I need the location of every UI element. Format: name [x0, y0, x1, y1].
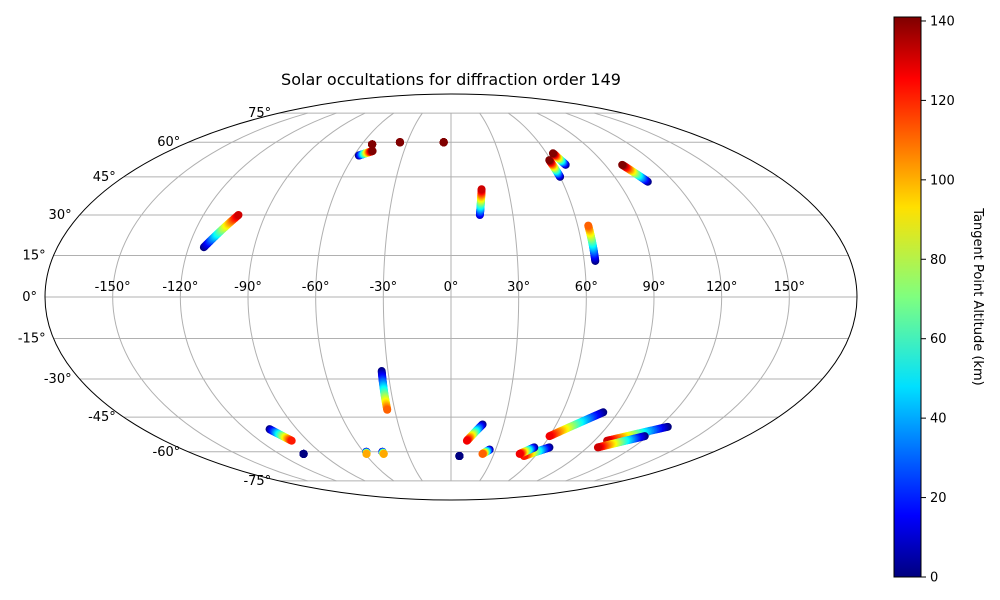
data-point [478, 449, 487, 458]
colorbar-tick-label: 140 [930, 14, 955, 29]
occultation-track [455, 452, 464, 461]
x-tick-label: -150° [95, 280, 131, 295]
x-tick-label: 90° [642, 280, 665, 295]
colorbar-tick-label: 120 [930, 94, 955, 109]
chart-title: Solar occultations for diffraction order… [281, 70, 621, 89]
data-point [455, 452, 464, 461]
y-tick-label: 15° [23, 248, 46, 263]
y-tick-label: -75° [243, 474, 271, 489]
colorbar-tick-label: 20 [930, 491, 947, 506]
x-tick-label: -120° [162, 280, 198, 295]
data-point [618, 160, 627, 169]
y-tick-label: -30° [44, 372, 72, 387]
data-point [545, 432, 554, 441]
y-tick-label: -60° [153, 445, 181, 460]
colorbar-label: Tangent Point Altitude (km) [970, 207, 985, 385]
data-point [383, 405, 392, 414]
data-point [477, 185, 486, 194]
colorbar-ticks: 0 20 40 60 80 100 120 140 [921, 14, 955, 586]
y-tick-label: -15° [18, 332, 46, 347]
occultation-track [593, 432, 649, 452]
data-point [584, 221, 593, 230]
colorbar-tick-label: 60 [930, 332, 947, 347]
y-tick-label: 30° [49, 208, 72, 223]
x-tick-label: -30° [369, 280, 397, 295]
occultation-track [545, 156, 565, 181]
data-point [462, 436, 471, 445]
colorbar-tick-label: 0 [930, 571, 938, 586]
y-tick-label: 60° [157, 135, 180, 150]
occultation-track [362, 447, 371, 458]
occultation-track [545, 408, 608, 441]
data-point [368, 140, 377, 149]
data-point [395, 138, 404, 147]
map-outline [44, 93, 858, 501]
occultation-track [199, 210, 243, 252]
x-tick-label: -60° [302, 280, 330, 295]
data-point [593, 443, 602, 452]
y-tick-label: -45° [88, 410, 116, 425]
y-tick-label: 45° [93, 170, 116, 185]
y-tick-label: 0° [22, 290, 37, 305]
occultation-track [462, 420, 487, 445]
x-tick-label: 120° [706, 280, 737, 295]
colorbar: 0 20 40 60 80 100 120 140 Tangent Point Altitud… [893, 14, 985, 586]
occultation-track [354, 147, 377, 160]
occultation-track [618, 160, 652, 186]
x-tick-label: 150° [774, 280, 805, 295]
data-point [362, 449, 371, 458]
occultation-track [475, 185, 486, 219]
data-point [515, 449, 524, 458]
occultation-track [439, 138, 448, 147]
x-tick-label: 30° [507, 280, 530, 295]
colorbar-tick-label: 40 [930, 412, 947, 427]
occultation-track [299, 449, 308, 458]
data-points [199, 138, 672, 461]
x-tick-label: 60° [575, 280, 598, 295]
occultation-track [378, 447, 388, 458]
colorbar-tick-label: 100 [930, 173, 955, 188]
occultation-track [584, 221, 600, 265]
data-point [299, 449, 308, 458]
data-point [379, 449, 388, 458]
graticule [45, 112, 857, 482]
data-point [287, 436, 296, 445]
x-tick-label: 0° [444, 280, 459, 295]
colorbar-tick-label: 80 [930, 253, 947, 268]
occultation-track [377, 367, 392, 414]
data-point [234, 210, 243, 219]
data-point [548, 149, 557, 158]
occultation-track [515, 443, 539, 458]
x-tick-label: -90° [234, 280, 262, 295]
axis-tick-labels: -150° -120° -90° -60° -30° 0° 30° 60° 90° 120° 150… [18, 106, 805, 489]
occultation-track [548, 149, 570, 169]
occultation-track [368, 140, 377, 149]
occultation-track [478, 445, 494, 458]
occultation-track [395, 138, 404, 147]
colorbar-gradient [893, 16, 922, 578]
y-tick-label: 75° [248, 106, 271, 121]
data-point [545, 156, 554, 165]
data-point [368, 147, 377, 156]
occultation-track [265, 425, 296, 445]
data-point [439, 138, 448, 147]
